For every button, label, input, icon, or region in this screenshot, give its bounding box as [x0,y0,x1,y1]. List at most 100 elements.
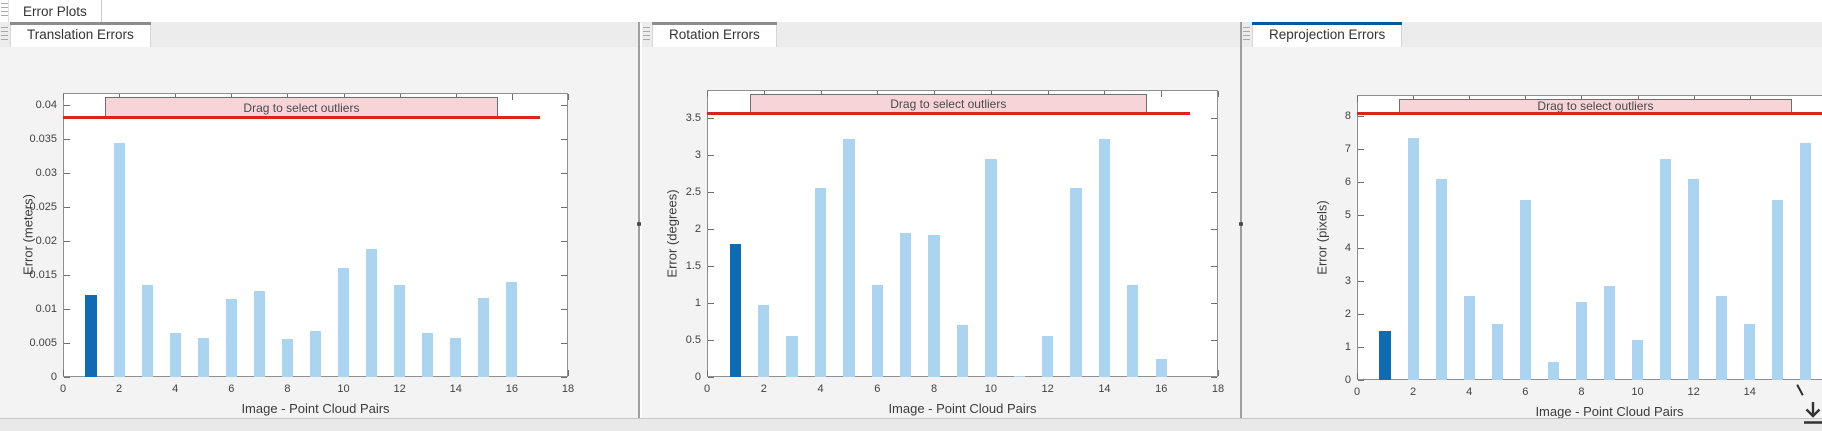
bar-pair-7[interactable] [1547,361,1559,380]
bar-pair-14[interactable] [1098,138,1111,377]
x-tick-label: 12 [393,383,406,395]
y-tick-mark [1358,149,1364,151]
bar-pair-3[interactable] [141,285,153,377]
bar-pair-12[interactable] [394,285,406,377]
tab-rotation-errors[interactable]: Rotation Errors [652,22,777,47]
bar-pair-8[interactable] [928,234,940,377]
bar-pair-7[interactable] [253,291,265,377]
bar-pair-3[interactable] [1435,178,1447,380]
y-tick-mark [64,309,70,311]
y-tick-label: 3 [1344,274,1351,287]
bar-pair-3[interactable] [786,335,798,377]
bar-pair-5[interactable] [1491,323,1503,380]
panel-splitter-1[interactable] [637,22,641,418]
tab-reprojection-errors[interactable]: Reprojection Errors [1252,22,1403,47]
bar-pair-1[interactable] [1379,330,1391,380]
bar-pair-14[interactable] [450,337,462,377]
y-tick-mark [708,377,714,378]
y-tick-label: 8 [1344,109,1351,122]
bar-pair-15[interactable] [478,298,490,377]
y-tick-label: 0.035 [29,132,57,145]
bar-pair-2[interactable] [1407,137,1419,380]
bar-pair-13[interactable] [422,332,434,377]
bar-pair-16[interactable] [1155,358,1167,377]
y-tick-mark [1211,118,1217,120]
export-figure-button[interactable] [1801,400,1822,426]
bar-pair-13[interactable] [1070,187,1082,377]
bar-pair-15[interactable] [1127,284,1139,377]
bar-pair-16[interactable] [506,281,518,377]
bar-pair-12[interactable] [1688,178,1700,380]
panel-grip-icon[interactable] [1,27,8,43]
bar-pair-4[interactable] [814,187,827,377]
panel-reprojection-errors: Reprojection Errors 0 1 2 3 4 5 6 7 8 0 2 4 6 8 10 12 14 D… [1242,22,1822,418]
bar-pair-4[interactable] [1463,295,1475,380]
x-tick-label: 10 [984,383,997,395]
x-tick-mark [399,94,401,100]
bar-pair-1[interactable] [729,243,742,377]
bar-pair-8[interactable] [1575,302,1588,380]
y-tick-label: 0.5 [685,333,701,346]
bar-pair-10[interactable] [337,268,350,377]
bar-pair-5[interactable] [843,138,855,377]
x-tick-mark [990,91,992,97]
y-axis-label: Error (meters) [20,194,36,275]
y-tick-label: 1 [1344,340,1351,353]
bar-pair-11[interactable] [366,249,378,377]
y-tick-mark [1211,266,1217,268]
bar-pair-10[interactable] [1631,340,1644,380]
drag-select-outliers-band[interactable]: Drag to select outliers [1399,98,1792,114]
x-tick-label: 8 [284,383,291,395]
y-tick-label: 0.015 [29,268,57,281]
tab-error-plots[interactable]: Error Plots [8,0,102,22]
band-label: Drag to select outliers [1537,99,1654,114]
bar-pair-9[interactable] [956,325,969,377]
doc-tab-grip-icon[interactable] [1,3,8,19]
x-tick-mark [820,91,822,97]
bar-pair-14[interactable] [1744,323,1756,380]
x-tick-label: 14 [1098,383,1111,395]
splitter-handle-icon [1239,222,1243,226]
bar-pair-10[interactable] [985,158,997,377]
bar-pair-1[interactable] [85,295,97,377]
bar-pair-11[interactable] [1660,158,1672,380]
y-tick-mark [1358,248,1364,250]
bar-pair-4[interactable] [169,332,181,377]
x-tick-label: 6 [1522,386,1529,398]
panel-grip-icon[interactable] [643,27,650,43]
bar-pair-9[interactable] [1603,285,1616,380]
y-tick-mark [1211,155,1217,157]
tab-translation-errors[interactable]: Translation Errors [10,22,151,47]
bar-pair-2[interactable] [758,305,770,377]
bar-pair-7[interactable] [900,232,912,377]
bar-pair-15[interactable] [1772,200,1784,380]
x-tick-mark [934,91,936,97]
x-tick-mark [1218,370,1219,376]
y-tick-mark [64,241,70,243]
y-tick-label: 3 [694,148,701,161]
x-tick-label: 6 [228,383,235,395]
drag-select-outliers-band[interactable]: Drag to select outliers [749,94,1148,113]
y-tick-label: 0.04 [35,98,57,111]
y-tick-mark [1211,192,1217,194]
drag-select-outliers-band[interactable]: Drag to select outliers [105,97,498,118]
y-tick-mark [708,229,714,231]
panel-grip-icon[interactable] [1243,27,1250,43]
x-tick-mark [1357,96,1358,102]
bar-pair-6[interactable] [225,298,237,377]
bar-pair-16[interactable] [1800,142,1812,380]
y-tick-mark [1358,347,1364,348]
bar-pair-13[interactable] [1716,295,1728,380]
bar-pair-8[interactable] [281,338,294,377]
bar-pair-5[interactable] [197,337,209,377]
bar-pair-9[interactable] [309,331,322,377]
bar-pair-6[interactable] [871,284,883,377]
y-tick-mark [64,105,70,107]
panel-splitter-2[interactable] [1239,22,1243,418]
bar-pair-12[interactable] [1041,336,1054,377]
outlier-threshold-line [63,116,540,120]
bar-pair-6[interactable] [1519,200,1531,380]
x-tick-label: 8 [1578,386,1585,398]
bar-pair-2[interactable] [113,142,125,377]
bar-pair-11[interactable] [1013,375,1025,377]
